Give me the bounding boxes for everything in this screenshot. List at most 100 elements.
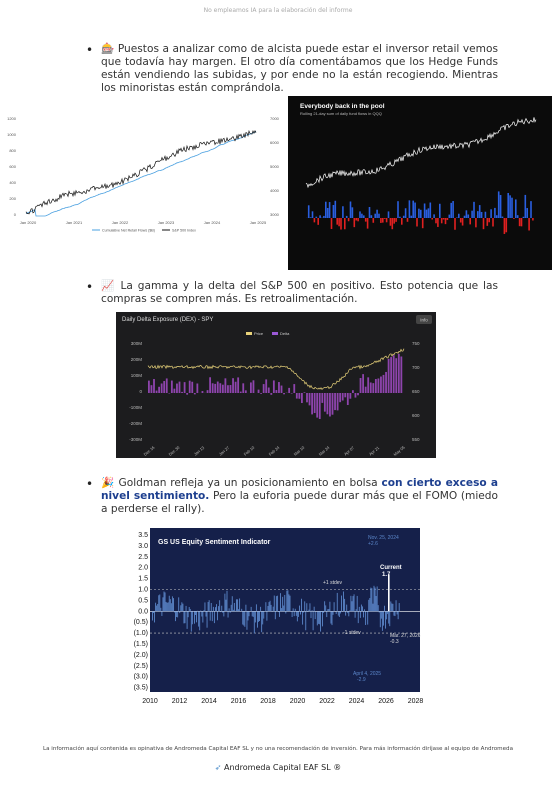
sentiment-bar xyxy=(374,587,376,612)
flow-bar xyxy=(439,203,441,218)
y-tick-label: 3.0 xyxy=(138,543,148,550)
sentiment-bar xyxy=(215,607,216,612)
flow-bar xyxy=(391,218,394,230)
info-button[interactable] xyxy=(416,315,432,324)
annotation: -1 stdev xyxy=(343,630,361,636)
price-line xyxy=(305,117,537,189)
sentiment-bar xyxy=(198,611,200,627)
delta-bar xyxy=(346,393,349,405)
sentiment-bar xyxy=(243,611,245,626)
legend-swatch xyxy=(246,332,252,335)
y-tick-label: 1000 xyxy=(7,132,17,137)
sentiment-bar xyxy=(333,602,335,612)
y-tick-label: -300M xyxy=(129,437,142,442)
delta-bar xyxy=(196,383,199,393)
sentiment-bar xyxy=(155,602,157,612)
delta-bar xyxy=(252,380,255,393)
flow-bar xyxy=(522,216,525,218)
sentiment-bar xyxy=(184,611,186,624)
delta-bar xyxy=(377,378,380,393)
flow-bar xyxy=(376,209,378,218)
delta-bar xyxy=(387,358,390,393)
sentiment-bar xyxy=(175,611,176,622)
sentiment-bar xyxy=(266,611,268,621)
y-tick-label: 400 xyxy=(9,180,16,185)
sentiment-bar xyxy=(217,611,218,621)
legend-label: Price xyxy=(254,331,264,336)
x-tick-label: Jan 2023 xyxy=(158,220,175,225)
delta-bar xyxy=(354,393,357,398)
sentiment-bar xyxy=(292,608,294,612)
info-label: Info xyxy=(420,318,428,323)
delta-bar xyxy=(155,390,158,393)
sentiment-bar xyxy=(233,602,235,612)
flow-bar xyxy=(315,216,318,218)
x-tick-label: 2026 xyxy=(378,698,394,705)
sentiment-bar xyxy=(276,595,278,612)
sentiment-bar xyxy=(383,611,384,626)
sentiment-bar xyxy=(170,603,172,612)
delta-bar xyxy=(178,381,181,393)
delta-bar xyxy=(293,384,296,393)
x-tick-label: Jan 2025 xyxy=(250,220,267,225)
sentiment-bar xyxy=(335,611,337,614)
delta-bar xyxy=(219,383,222,393)
flow-bar xyxy=(334,200,337,218)
x-tick-label: 2012 xyxy=(172,698,188,705)
flow-bar xyxy=(374,213,376,218)
delta-bar xyxy=(181,391,183,393)
y2-tick-label: 7000 xyxy=(270,116,280,121)
sentiment-bar xyxy=(360,604,362,612)
flow-bar xyxy=(448,214,451,218)
flow-bar xyxy=(459,218,462,223)
paragraph: 🎰 Puestos a analizar como de alcista pue… xyxy=(101,43,498,94)
flow-bar xyxy=(473,201,475,218)
sentiment-bar xyxy=(280,593,281,612)
annotation: Nov. 25, 2024 xyxy=(368,535,399,541)
flow-bar xyxy=(325,201,327,218)
y2-tick-label: 600 xyxy=(412,413,420,418)
flow-bar xyxy=(355,218,357,221)
flow-bar xyxy=(389,218,392,226)
delta-bar xyxy=(326,393,329,415)
y-tick-label: -200M xyxy=(129,421,142,426)
sentiment-bar xyxy=(349,610,351,612)
flow-bar xyxy=(401,218,403,225)
sentiment-bar xyxy=(373,585,375,612)
sentiment-bar xyxy=(225,599,227,612)
sentiment-bar xyxy=(179,611,181,614)
delta-bar xyxy=(242,383,245,393)
flow-bar xyxy=(503,218,506,234)
sentiment-bar xyxy=(337,611,339,616)
delta-bar xyxy=(290,393,293,394)
sentiment-bar xyxy=(231,596,233,612)
sentiment-bar xyxy=(304,601,306,612)
y-tick-label: (3.0) xyxy=(134,674,148,681)
flow-bar xyxy=(425,209,428,218)
sentiment-bar xyxy=(222,611,224,613)
sentiment-bar xyxy=(244,611,246,627)
sentiment-bar xyxy=(232,609,234,612)
y-tick-label: -100M xyxy=(129,405,142,410)
delta-bar xyxy=(374,379,377,393)
sentiment-bar xyxy=(176,611,178,617)
flow-bar xyxy=(418,208,420,218)
flow-bar xyxy=(488,218,490,223)
delta-bar xyxy=(160,383,163,393)
sentiment-bar xyxy=(312,611,314,631)
sentiment-bar xyxy=(305,611,307,631)
flow-bar xyxy=(499,195,502,218)
sentiment-bar xyxy=(352,596,354,612)
sentiment-bar xyxy=(356,595,358,612)
x-tick-label: Apr 21 xyxy=(368,445,381,457)
sentiment-bar xyxy=(351,601,353,612)
sentiment-bar xyxy=(350,595,352,612)
flow-bar xyxy=(382,218,384,223)
flow-bar xyxy=(423,203,426,218)
sentiment-bar xyxy=(218,606,220,612)
background xyxy=(2,106,284,234)
sentiment-bar xyxy=(358,606,360,612)
sentiment-bar xyxy=(238,609,239,612)
sentiment-bar xyxy=(287,590,289,612)
flow-bar xyxy=(368,206,371,218)
